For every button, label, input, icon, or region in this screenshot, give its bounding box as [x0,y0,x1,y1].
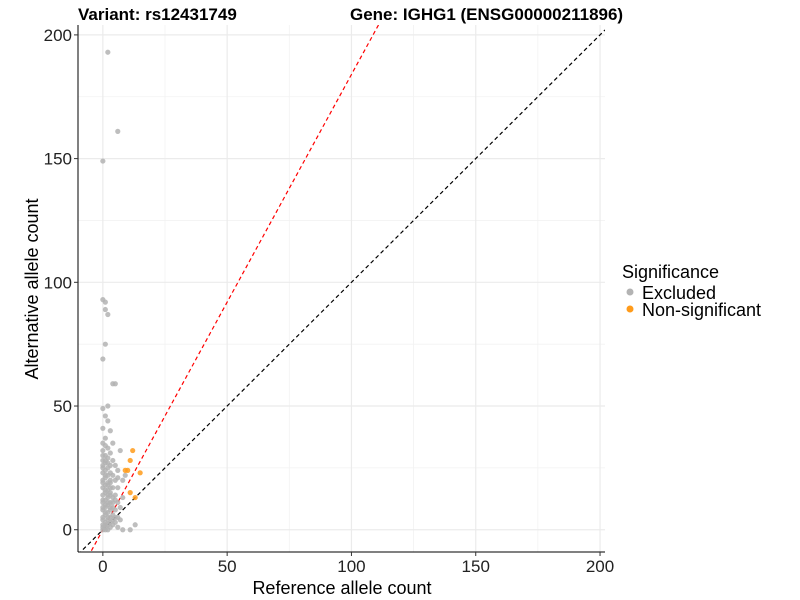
point-excluded [100,492,106,498]
point-excluded [105,49,111,55]
point-non-significant [122,467,128,473]
point-excluded [117,447,123,454]
point-excluded [115,485,121,491]
title-variant: Variant: rs12431749 [78,5,237,24]
point-excluded [100,497,106,503]
point-non-significant [137,470,143,476]
axes: 0 50 100 150 200 0 50 100 150 200 [44,25,614,576]
point-excluded [115,128,121,134]
point-non-significant [132,494,138,501]
point-excluded [107,450,113,456]
point-non-significant [127,490,133,496]
point-excluded [117,517,123,523]
point-excluded [115,475,121,481]
point-excluded [102,341,108,347]
points [100,49,143,533]
point-excluded [102,509,108,516]
y-tick-label: 200 [44,26,72,45]
point-excluded [100,504,106,511]
point-excluded [105,492,111,498]
y-tick-label: 100 [44,273,72,292]
gridlines [78,25,605,552]
legend-label-non-significant: Non-significant [642,300,761,320]
point-excluded [100,480,106,486]
point-excluded [120,477,126,483]
point-excluded [102,472,108,478]
point-excluded [102,299,108,305]
point-excluded [115,467,121,473]
point-excluded [105,418,111,424]
point-excluded [115,524,121,530]
point-excluded [112,497,118,503]
point-excluded [102,527,108,533]
point-excluded [102,487,108,493]
point-excluded [105,311,111,318]
point-excluded [120,527,126,533]
point-excluded [110,457,116,464]
point-excluded [117,504,123,511]
title-gene: Gene: IGHG1 (ENSG00000211896) [350,5,623,24]
point-excluded [127,527,133,533]
point-excluded [107,428,113,434]
point-excluded [132,522,138,528]
x-tick-label: 150 [462,557,490,576]
point-excluded [112,514,118,520]
point-excluded [105,514,111,520]
point-excluded [122,472,128,478]
point-excluded [120,494,126,501]
point-excluded [112,381,118,387]
point-excluded [102,413,108,419]
point-excluded [107,504,113,511]
point-excluded [107,485,113,491]
point-excluded [100,465,106,471]
point-excluded [105,445,111,451]
legend-key-non-significant [626,305,634,313]
point-non-significant [127,457,133,464]
point-excluded [100,447,106,454]
point-excluded [100,356,106,362]
point-excluded [100,158,106,164]
point-excluded [107,477,113,483]
point-excluded [110,440,116,446]
point-excluded [105,460,111,466]
point-excluded [100,405,106,412]
legend-label-excluded: Excluded [642,283,716,303]
point-excluded [100,517,106,523]
x-tick-label: 0 [98,557,107,576]
legend-key-excluded [626,288,634,296]
reference-lines [79,25,605,552]
x-tick-label: 50 [218,557,237,576]
legend-title: Significance [622,262,719,282]
reference-line-fit [90,25,380,552]
point-excluded [102,435,108,441]
point-excluded [112,462,118,469]
reference-line-identity [79,29,605,552]
x-tick-label: 200 [586,557,614,576]
y-tick-label: 0 [63,521,72,540]
point-excluded [105,403,111,409]
y-tick-label: 50 [53,397,72,416]
y-tick-label: 150 [44,150,72,169]
point-excluded [102,306,108,313]
legend: Significance Excluded Non-significant [622,262,761,320]
y-axis-label: Alternative allele count [22,198,42,379]
point-excluded [100,452,106,459]
point-non-significant [130,447,136,454]
point-excluded [110,472,116,478]
point-excluded [100,425,106,431]
x-axis-label: Reference allele count [252,578,431,598]
x-tick-label: 100 [337,557,365,576]
point-excluded [112,507,118,513]
